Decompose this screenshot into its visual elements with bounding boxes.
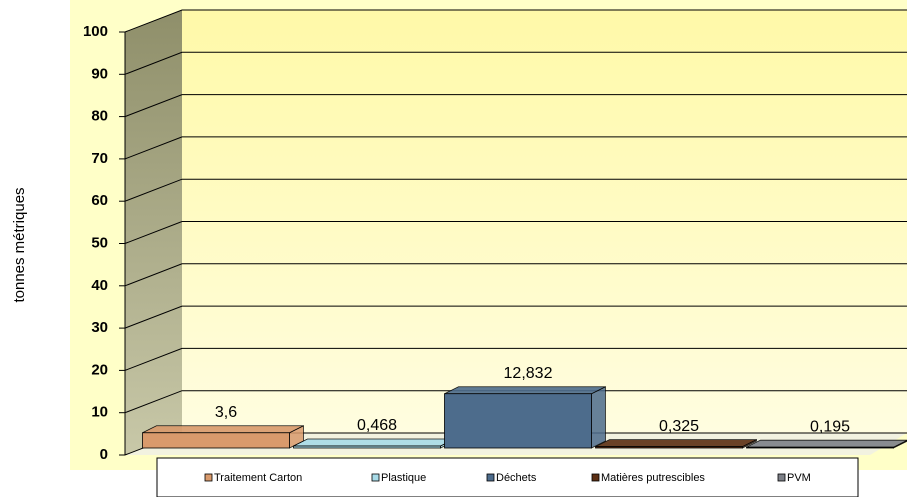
legend-label: Déchets	[496, 472, 537, 484]
grid-line	[124, 221, 907, 244]
y-tick-label: 60	[91, 192, 108, 209]
bar	[293, 445, 441, 449]
bar	[142, 432, 290, 449]
grid-line	[124, 263, 907, 287]
grid-line	[124, 178, 907, 202]
value-label: 0,468	[357, 417, 397, 434]
value-label: 0,325	[659, 418, 699, 435]
legend-label: Plastique	[381, 472, 426, 484]
bar-top	[746, 439, 907, 448]
legend	[156, 457, 859, 497]
value-label: 3,6	[215, 404, 237, 421]
y-tick-label: 100	[83, 23, 108, 40]
y-tick-label: 70	[91, 150, 108, 167]
bar-top	[293, 438, 455, 447]
grid-line	[124, 94, 907, 118]
grid-line	[124, 305, 907, 329]
y-tick-label: 0	[100, 446, 108, 463]
value-label: 0,195	[810, 418, 850, 435]
legend-swatch	[486, 473, 495, 482]
y-tick-label: 10	[91, 404, 108, 421]
grid-line	[124, 136, 907, 160]
y-tick-label: 30	[91, 319, 108, 336]
bar-top	[142, 425, 304, 434]
y-axis-label: tonnes métriques	[11, 187, 28, 302]
legend-label: PVM	[787, 472, 811, 484]
grid-line	[124, 9, 907, 33]
bar-top	[444, 386, 606, 395]
bar	[746, 446, 894, 449]
y-tick-label: 50	[91, 234, 108, 251]
legend-label: Matières putrescibles	[601, 472, 705, 484]
bar-top	[595, 439, 757, 448]
grid-line	[124, 347, 907, 371]
legend-swatch	[204, 473, 213, 482]
legend-label: Traitement Carton	[214, 472, 302, 484]
bar	[595, 446, 743, 449]
bar-side	[591, 386, 606, 449]
y-tick-label: 80	[91, 108, 108, 125]
grid-line	[124, 51, 907, 75]
y-tick-label: 20	[91, 361, 108, 378]
bar	[444, 393, 592, 449]
legend-swatch	[371, 473, 380, 482]
legend-swatch	[777, 473, 786, 482]
y-tick-label: 40	[91, 277, 108, 294]
grid-line	[124, 390, 907, 414]
value-label: 12,832	[504, 365, 553, 382]
plot: 0 10 20 30 40 50 60 70 80 90 100 3,6 0,468 12,832 0,32…	[83, 9, 907, 463]
legend-swatch	[591, 473, 600, 482]
y-tick-label: 90	[91, 65, 108, 82]
